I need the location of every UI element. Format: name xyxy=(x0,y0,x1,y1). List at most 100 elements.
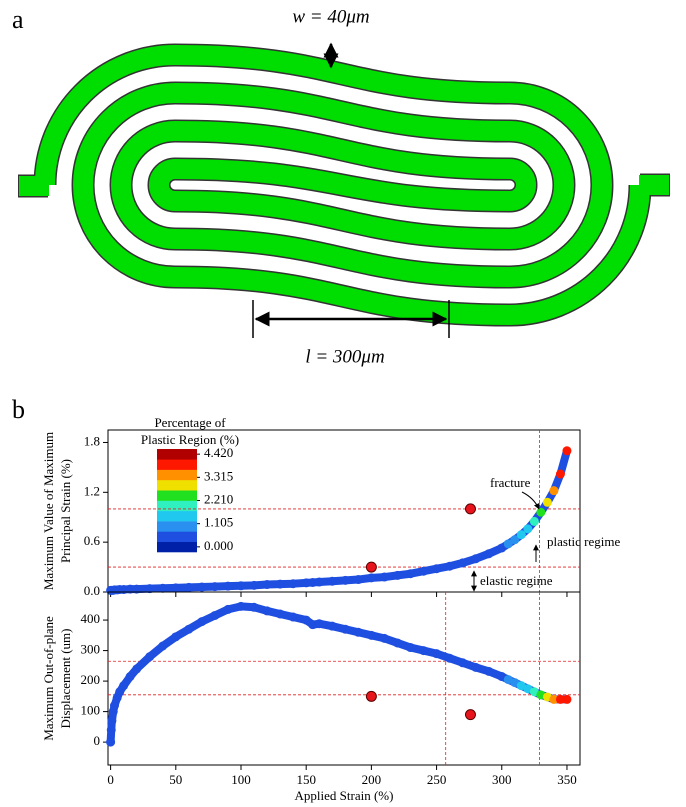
data-point xyxy=(308,577,318,587)
data-point xyxy=(510,535,520,545)
colorbar-block xyxy=(157,449,197,460)
data-point xyxy=(340,575,350,585)
data-point xyxy=(236,601,246,611)
data-point xyxy=(327,576,337,586)
y-axis-label: Displacement (um) xyxy=(58,629,73,729)
data-point xyxy=(132,584,142,594)
data-point xyxy=(249,580,259,590)
y-axis-label: Maximum Out-of-plane xyxy=(41,616,56,741)
y-tick-label: 100 xyxy=(81,703,101,718)
data-point xyxy=(484,666,494,676)
data-point xyxy=(536,507,546,517)
data-point xyxy=(249,602,259,612)
data-point xyxy=(405,569,415,579)
colorbar-tick-label: 3.315 xyxy=(204,468,233,483)
colorbar-tick-label: 0.000 xyxy=(204,538,233,553)
annotation: fracture xyxy=(490,475,531,490)
data-point xyxy=(458,658,468,668)
data-point xyxy=(210,582,220,592)
data-point xyxy=(314,577,324,587)
y-tick-label: 0.6 xyxy=(84,533,101,548)
serpentine xyxy=(18,43,670,327)
colorbar-block xyxy=(157,500,197,512)
plot-frame xyxy=(107,591,581,766)
colorbar-block xyxy=(157,490,197,501)
colorbar-tick-label: 4.420 xyxy=(204,445,233,460)
x-tick-label: 150 xyxy=(296,772,316,787)
data-point xyxy=(549,486,559,496)
data-point xyxy=(145,584,155,594)
colorbar-block xyxy=(157,531,197,542)
width-label: w = 40μm xyxy=(292,6,369,27)
data-point xyxy=(275,609,285,619)
data-point xyxy=(119,681,129,691)
data-point xyxy=(106,737,116,747)
colorbar-title: Percentage of xyxy=(154,415,226,430)
data-point xyxy=(523,524,533,534)
data-point xyxy=(275,579,285,589)
data-point xyxy=(158,641,168,651)
data-point xyxy=(184,582,194,592)
data-point xyxy=(223,581,233,591)
data-point xyxy=(366,573,376,583)
data-point xyxy=(445,561,455,571)
data-point xyxy=(555,469,565,479)
colorbar-block xyxy=(157,459,197,470)
data-point xyxy=(171,632,181,642)
x-tick-label: 50 xyxy=(169,772,182,787)
colorbar-block xyxy=(157,469,197,481)
data-point xyxy=(340,624,350,634)
data-point xyxy=(288,579,298,589)
marker-point xyxy=(464,709,476,721)
data-point xyxy=(314,619,324,629)
data-point xyxy=(262,606,272,616)
data-point xyxy=(353,627,363,637)
data-point xyxy=(445,653,455,663)
data-point xyxy=(419,646,429,656)
annotation-arrow xyxy=(521,491,540,510)
data-point xyxy=(366,630,376,640)
y-tick-label: 1.2 xyxy=(84,483,100,498)
colorbar-block xyxy=(157,479,197,491)
y-tick-label: 400 xyxy=(81,611,101,626)
y-axis-label: Principal Strain (%) xyxy=(58,459,73,563)
colorbar-title: Plastic Region (%) xyxy=(141,432,239,447)
x-tick-label: 200 xyxy=(362,772,382,787)
data-point xyxy=(145,652,155,662)
data-point xyxy=(197,582,207,592)
data-point xyxy=(484,549,494,559)
data-point xyxy=(184,624,194,634)
colorbar-block xyxy=(157,541,197,553)
data-point xyxy=(107,716,117,726)
x-tick-label: 300 xyxy=(492,772,512,787)
y-tick-label: 1.8 xyxy=(84,433,100,448)
marker-point xyxy=(464,503,476,515)
annotation: plastic regime xyxy=(547,534,621,549)
data-point xyxy=(223,604,233,614)
y-tick-label: 0.0 xyxy=(84,583,100,598)
x-tick-label: 250 xyxy=(427,772,447,787)
y-axis-label: Maximum Value of Maximum xyxy=(41,432,56,590)
data-point xyxy=(555,694,565,704)
length-label: l = 300μm xyxy=(305,346,384,367)
colorbar-block xyxy=(157,521,197,532)
data-point xyxy=(516,530,526,540)
annotation: elastic regime xyxy=(480,573,553,588)
x-tick-label: 100 xyxy=(231,772,251,787)
data-point xyxy=(379,572,389,582)
y-tick-label: 300 xyxy=(81,642,101,657)
data-point xyxy=(542,497,552,507)
panel-label: b xyxy=(12,395,25,424)
x-tick-label: 350 xyxy=(557,772,577,787)
marker-point xyxy=(365,561,377,573)
data-point xyxy=(327,621,337,631)
data-point xyxy=(458,558,468,568)
data-point xyxy=(432,564,442,574)
data-point xyxy=(392,570,402,580)
x-axis-label: Applied Strain (%) xyxy=(295,788,394,803)
data-point xyxy=(379,633,389,643)
y-tick-label: 0 xyxy=(94,733,101,748)
data-point xyxy=(392,638,402,648)
data-point xyxy=(301,615,311,625)
